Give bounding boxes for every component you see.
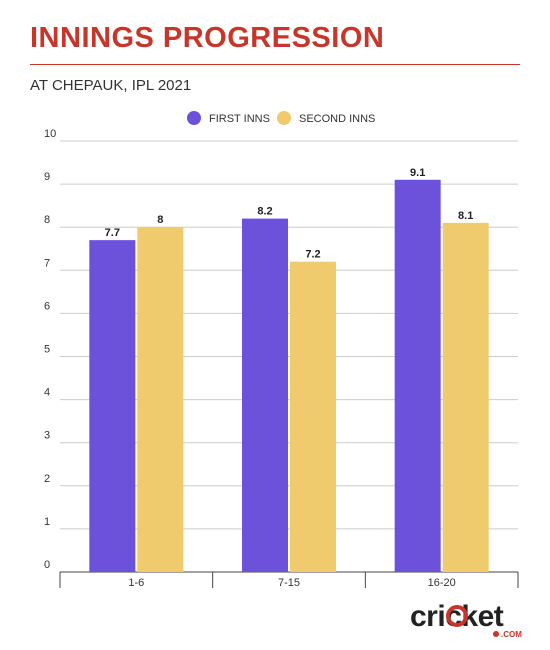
data-label: 8.2 — [257, 206, 272, 218]
data-label: 9.1 — [410, 167, 425, 179]
logo-suffix: .COM — [501, 630, 522, 639]
data-label: 7.7 — [105, 227, 120, 239]
bar — [290, 261, 336, 572]
ball-icon — [446, 605, 468, 627]
logo-wordmark: cricket — [410, 600, 504, 633]
y-tick-label: 8 — [44, 214, 50, 226]
bar — [394, 179, 441, 573]
legend-label: SECOND INNS — [299, 113, 375, 125]
data-label: 8 — [157, 214, 163, 226]
y-tick-label: 10 — [44, 128, 56, 140]
logo-dot-icon — [493, 631, 499, 637]
y-tick-label: 5 — [44, 344, 50, 356]
data-label: 7.2 — [305, 249, 320, 261]
x-tick-label: 1-6 — [128, 577, 144, 589]
bar — [242, 218, 288, 572]
cricket-com-logo: cricket .COM — [410, 600, 522, 639]
bar — [89, 240, 136, 572]
y-tick-label: 4 — [44, 387, 50, 399]
chart-subtitle: AT CHEPAUK, IPL 2021 — [30, 77, 192, 94]
bar — [442, 222, 489, 572]
legend-label: FIRST INNS — [209, 113, 270, 125]
y-tick-label: 7 — [44, 257, 50, 269]
bar — [137, 227, 184, 572]
y-tick-label: 2 — [44, 473, 50, 485]
y-tick-label: 0 — [44, 559, 50, 571]
y-tick-label: 3 — [44, 430, 50, 442]
chart-title: INNINGS PROGRESSION — [30, 22, 385, 54]
legend-swatch — [187, 111, 201, 125]
data-label: 8.1 — [458, 210, 473, 222]
y-tick-label: 9 — [44, 171, 50, 183]
y-tick-label: 1 — [44, 516, 50, 528]
x-tick-label: 7-15 — [278, 577, 300, 589]
y-tick-label: 6 — [44, 300, 50, 312]
x-tick-label: 16-20 — [428, 577, 456, 589]
legend-swatch — [277, 111, 291, 125]
title-divider — [30, 64, 520, 65]
